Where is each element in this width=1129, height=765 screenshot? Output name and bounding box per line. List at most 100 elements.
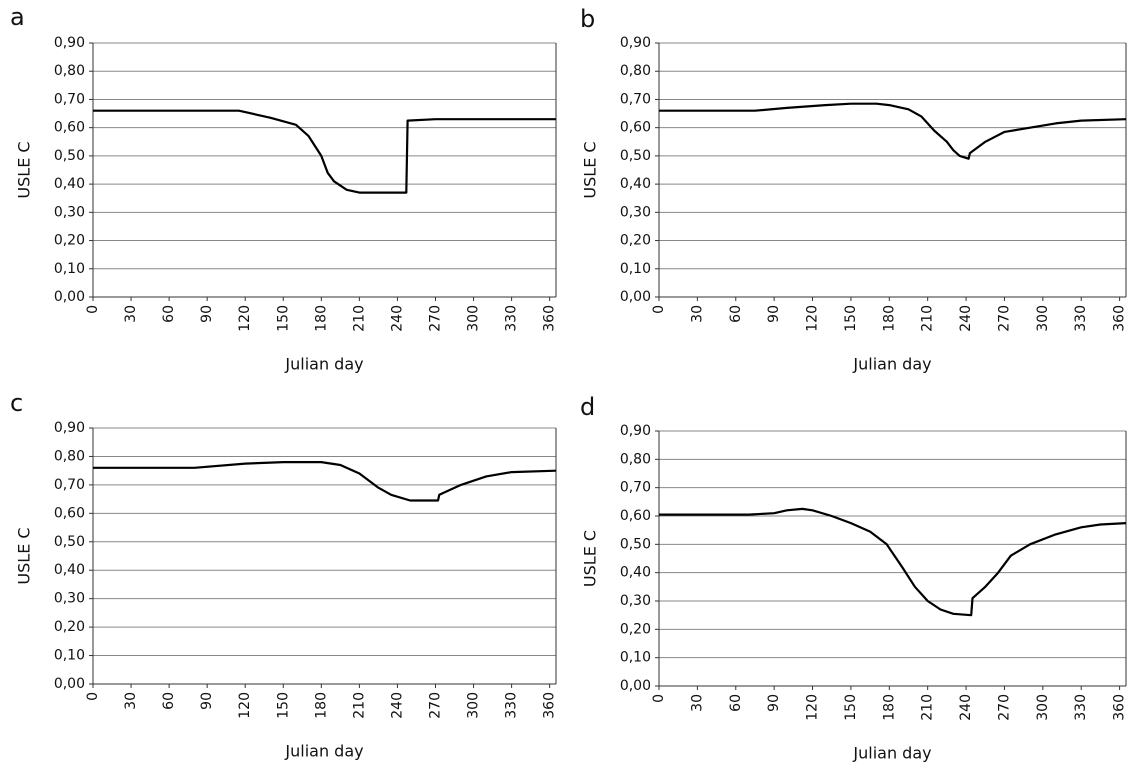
x-axis-title: Julian day xyxy=(852,744,931,763)
x-tick-label: 60 xyxy=(728,694,744,712)
x-tick-label: 270 xyxy=(996,694,1012,721)
x-tick-label: 210 xyxy=(920,305,936,332)
x-tick-label: 150 xyxy=(843,694,859,721)
y-tick-label: 0,10 xyxy=(620,650,651,666)
y-tick-label: 0,90 xyxy=(54,35,85,51)
x-tick-label: 330 xyxy=(504,692,520,719)
x-tick-label: 300 xyxy=(1035,694,1051,721)
y-tick-label: 0,30 xyxy=(54,204,85,220)
x-tick-label: 300 xyxy=(466,305,482,332)
data-line xyxy=(659,102,1127,160)
y-tick-label: 0,00 xyxy=(54,289,85,305)
y-tick-label: 0,20 xyxy=(54,619,85,635)
y-tick-label: 0,10 xyxy=(54,648,85,664)
x-tick-label: 60 xyxy=(728,305,744,323)
y-tick-label: 0,70 xyxy=(54,91,85,107)
y-tick-label: 0,40 xyxy=(54,562,85,578)
panel-label: c xyxy=(10,389,23,417)
y-tick-label: 0,10 xyxy=(54,261,85,277)
x-tick-label: 360 xyxy=(542,305,558,332)
x-tick-label: 330 xyxy=(504,305,520,332)
x-tick-label: 120 xyxy=(237,692,253,719)
y-tick-label: 0,00 xyxy=(54,676,85,692)
y-tick-label: 0,80 xyxy=(54,63,85,79)
x-tick-label: 120 xyxy=(805,305,821,332)
y-tick-label: 0,10 xyxy=(620,261,651,277)
y-tick-label: 0,30 xyxy=(620,593,651,609)
x-tick-label: 150 xyxy=(843,305,859,332)
y-tick-label: 0,40 xyxy=(620,176,651,192)
y-tick-label: 0,80 xyxy=(620,451,651,467)
x-tick-label: 270 xyxy=(996,305,1012,332)
y-tick-label: 0,60 xyxy=(620,508,651,524)
y-tick-label: 0,20 xyxy=(620,233,651,249)
y-tick-label: 0,90 xyxy=(620,35,651,51)
x-tick-label: 150 xyxy=(275,692,291,719)
panel-label: a xyxy=(10,3,25,31)
y-tick-label: 0,30 xyxy=(54,591,85,607)
x-tick-label: 270 xyxy=(427,692,443,719)
x-tick-label: 240 xyxy=(389,692,405,719)
y-tick-label: 0,90 xyxy=(54,420,85,436)
y-axis-title: USLE C xyxy=(581,141,600,198)
y-tick-label: 0,70 xyxy=(620,480,651,496)
panel-label: b xyxy=(580,5,595,33)
x-tick-label: 60 xyxy=(161,692,177,710)
y-tick-label: 0,00 xyxy=(620,678,651,694)
x-tick-label: 0 xyxy=(85,305,101,314)
y-tick-label: 0,20 xyxy=(54,233,85,249)
y-tick-label: 0,80 xyxy=(620,63,651,79)
y-tick-label: 0,70 xyxy=(620,91,651,107)
x-tick-label: 210 xyxy=(920,694,936,721)
y-tick-label: 0,50 xyxy=(620,148,651,164)
x-tick-label: 0 xyxy=(85,692,101,701)
x-tick-label: 0 xyxy=(651,305,667,314)
y-tick-label: 0,50 xyxy=(54,148,85,164)
y-axis-title: USLE C xyxy=(15,141,34,198)
x-tick-label: 30 xyxy=(689,305,705,323)
x-axis-title: Julian day xyxy=(284,355,363,374)
x-tick-label: 180 xyxy=(313,692,329,719)
y-tick-label: 0,50 xyxy=(620,536,651,552)
x-tick-label: 300 xyxy=(466,692,482,719)
x-axis-title: Julian day xyxy=(852,355,931,374)
y-tick-label: 0,70 xyxy=(54,477,85,493)
x-tick-label: 120 xyxy=(805,694,821,721)
x-tick-label: 360 xyxy=(1112,694,1128,721)
y-tick-label: 0,90 xyxy=(620,423,651,439)
x-axis-title: Julian day xyxy=(284,742,363,761)
x-tick-label: 150 xyxy=(275,305,291,332)
y-tick-label: 0,80 xyxy=(54,448,85,464)
y-tick-label: 0,40 xyxy=(620,565,651,581)
x-tick-label: 330 xyxy=(1073,305,1089,332)
x-tick-label: 120 xyxy=(237,305,253,332)
x-tick-label: 270 xyxy=(427,305,443,332)
x-tick-label: 30 xyxy=(123,305,139,323)
x-tick-label: 180 xyxy=(881,305,897,332)
y-tick-label: 0,00 xyxy=(620,289,651,305)
x-tick-label: 90 xyxy=(199,692,215,710)
x-tick-label: 330 xyxy=(1073,694,1089,721)
x-tick-label: 180 xyxy=(313,305,329,332)
x-tick-label: 210 xyxy=(351,305,367,332)
x-tick-label: 90 xyxy=(199,305,215,323)
panel-label: d xyxy=(580,393,595,421)
x-tick-label: 30 xyxy=(689,694,705,712)
x-tick-label: 0 xyxy=(651,694,667,703)
data-line xyxy=(93,461,557,502)
x-tick-label: 240 xyxy=(958,305,974,332)
y-tick-label: 0,20 xyxy=(620,621,651,637)
x-tick-label: 210 xyxy=(351,692,367,719)
x-tick-label: 90 xyxy=(766,694,782,712)
x-tick-label: 90 xyxy=(766,305,782,323)
x-tick-label: 240 xyxy=(389,305,405,332)
x-tick-label: 300 xyxy=(1035,305,1051,332)
y-tick-label: 0,60 xyxy=(54,120,85,136)
y-tick-label: 0,30 xyxy=(620,204,651,220)
y-tick-label: 0,60 xyxy=(54,505,85,521)
data-line xyxy=(93,109,556,194)
x-tick-label: 60 xyxy=(161,305,177,323)
y-axis-title: USLE C xyxy=(581,530,600,587)
x-tick-label: 180 xyxy=(881,694,897,721)
